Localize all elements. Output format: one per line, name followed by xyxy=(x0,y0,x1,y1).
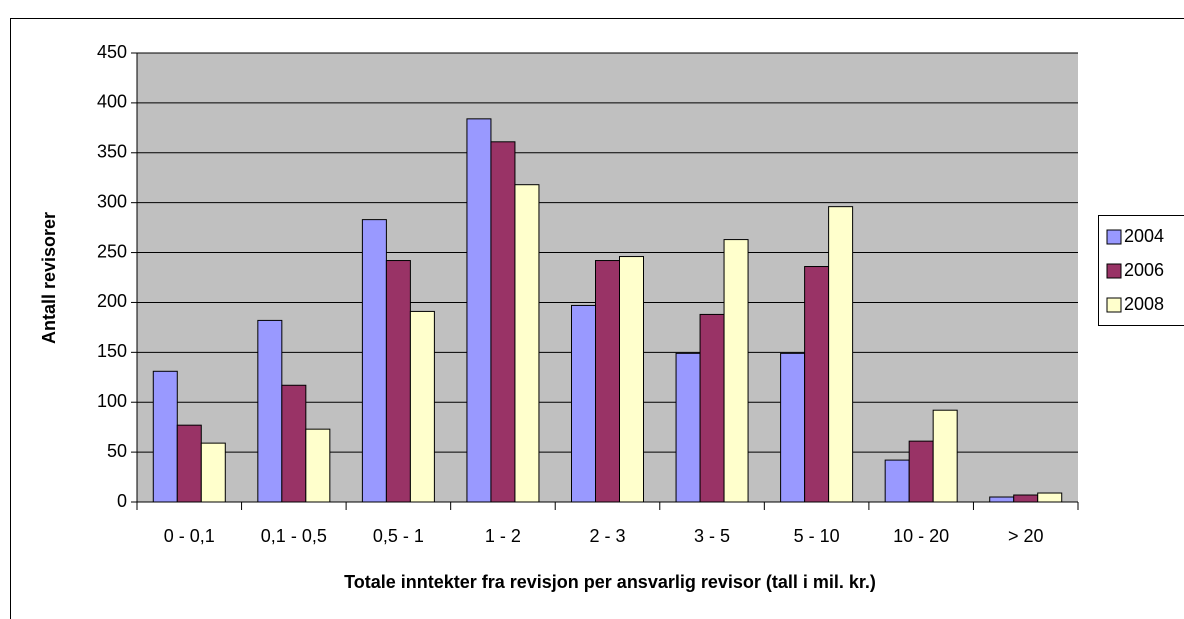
y-tick-label: 350 xyxy=(97,142,127,162)
x-tick-label: 3 - 5 xyxy=(694,526,730,546)
y-tick-label: 0 xyxy=(117,491,127,511)
bar xyxy=(466,118,492,503)
bar xyxy=(619,256,644,503)
bar xyxy=(932,409,958,503)
y-axis-title: Antall revisorer xyxy=(39,212,59,344)
bar xyxy=(409,310,435,503)
bar xyxy=(804,266,830,503)
bar xyxy=(152,370,178,503)
y-tick-label: 450 xyxy=(97,42,127,62)
bar xyxy=(281,384,307,503)
y-tick-label: 250 xyxy=(97,241,127,261)
bar xyxy=(723,239,749,503)
x-tick-label: > 20 xyxy=(1008,526,1044,546)
x-tick-label: 0 - 0,1 xyxy=(164,526,215,546)
bar xyxy=(595,260,620,503)
x-tick-label: 1 - 2 xyxy=(485,526,521,546)
bar xyxy=(1013,494,1039,503)
bar xyxy=(908,440,934,503)
bar xyxy=(780,352,806,503)
legend-swatch xyxy=(1106,263,1122,279)
x-tick-label: 10 - 20 xyxy=(893,526,949,546)
bar xyxy=(514,184,540,503)
bar xyxy=(490,141,516,503)
bar xyxy=(305,428,331,503)
y-tick-label: 50 xyxy=(107,441,127,461)
legend-label: 2006 xyxy=(1124,260,1164,280)
bar xyxy=(828,206,854,503)
y-tick-label: 300 xyxy=(97,191,127,211)
bar xyxy=(699,313,725,503)
y-tick-label: 150 xyxy=(97,341,127,361)
legend-swatch xyxy=(1106,297,1122,313)
bar xyxy=(361,219,387,503)
bar xyxy=(257,319,283,503)
bar xyxy=(675,352,701,503)
legend-label: 2008 xyxy=(1124,294,1164,314)
bar xyxy=(884,459,910,503)
y-tick-label: 200 xyxy=(97,291,127,311)
bar xyxy=(989,496,1015,503)
x-tick-label: 5 - 10 xyxy=(794,526,840,546)
bar xyxy=(200,442,226,503)
y-tick-label: 100 xyxy=(97,391,127,411)
y-tick-label: 400 xyxy=(97,92,127,112)
bar xyxy=(176,424,202,503)
bar xyxy=(1037,492,1063,503)
x-axis-title: Totale inntekter fra revisjon per ansvar… xyxy=(344,572,876,592)
bar xyxy=(385,260,411,503)
x-tick-label: 0,1 - 0,5 xyxy=(261,526,327,546)
x-tick-label: 0,5 - 1 xyxy=(373,526,424,546)
x-tick-label: 2 - 3 xyxy=(589,526,625,546)
legend-swatch xyxy=(1106,229,1122,245)
legend-label: 2004 xyxy=(1124,226,1164,246)
bar xyxy=(571,304,596,503)
